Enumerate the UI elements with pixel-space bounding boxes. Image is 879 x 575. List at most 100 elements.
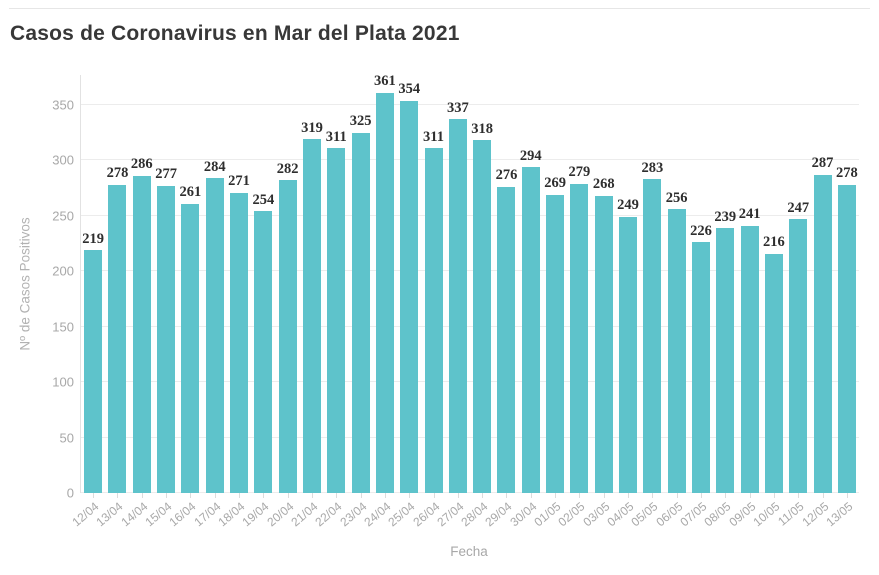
bar-value-label: 219	[82, 230, 105, 247]
bar-28/04	[473, 140, 492, 493]
bar-22/04	[327, 148, 346, 493]
bar-29/04	[497, 186, 516, 493]
x-tick-mark	[384, 493, 386, 498]
plot-area: 0 50 100 150 200 250 300 350 219 12/04 278 13/04 286…	[52, 74, 859, 529]
y-tick-label: 0	[66, 485, 74, 501]
bar-value-label: 271	[228, 173, 250, 190]
bar-value-label: 261	[179, 184, 202, 201]
x-tick-mark	[700, 493, 702, 498]
y-tick-label: 350	[52, 97, 74, 113]
bar-18/04	[230, 192, 249, 493]
bar-value-label: 283	[641, 159, 664, 176]
bar-01/05	[546, 194, 565, 493]
bar-value-label: 239	[714, 208, 737, 225]
x-tick-mark	[117, 493, 119, 498]
x-tick-mark	[93, 493, 95, 498]
bar-value-label: 256	[665, 189, 688, 206]
bar-value-label: 311	[423, 128, 445, 145]
x-tick-mark	[190, 493, 192, 498]
x-tick-label: 11/05	[775, 499, 807, 529]
x-tick-mark	[676, 493, 678, 498]
bar-12/05	[813, 174, 832, 493]
bar-07/05	[691, 242, 710, 493]
bar-value-label: 325	[349, 113, 372, 130]
x-tick-mark	[628, 493, 630, 498]
y-axis-title: Nº de Casos Positivos	[17, 217, 33, 351]
bar-value-label: 241	[738, 206, 761, 223]
bar-value-label: 216	[763, 234, 785, 251]
x-tick-mark	[433, 493, 435, 498]
bar-value-label: 278	[106, 165, 129, 182]
bar-value-label: 268	[592, 176, 615, 193]
gridline	[81, 159, 859, 161]
x-tick-mark	[239, 493, 241, 498]
bar-08/05	[716, 228, 735, 493]
gridline	[81, 270, 859, 272]
x-tick-mark	[725, 493, 727, 498]
bar-04/05	[619, 216, 638, 493]
bar-value-label: 294	[519, 147, 542, 164]
bar-09/05	[740, 225, 759, 493]
bar-10/05	[764, 253, 783, 493]
bar-12/04	[84, 250, 103, 493]
bar-value-label: 249	[617, 197, 639, 214]
x-tick-mark	[336, 493, 338, 498]
x-tick-mark	[822, 493, 824, 498]
bar-17/04	[205, 178, 224, 493]
gridline	[81, 214, 859, 216]
bar-20/04	[278, 180, 297, 493]
x-tick-mark	[409, 493, 411, 498]
bar-11/05	[789, 219, 808, 493]
gridline	[81, 325, 859, 327]
x-tick-mark	[141, 493, 143, 498]
gridline	[81, 436, 859, 438]
x-tick-mark	[749, 493, 751, 498]
bar-03/05	[594, 195, 613, 493]
bar-05/05	[643, 179, 662, 493]
bar-value-label: 337	[446, 99, 469, 116]
bar-value-label: 279	[568, 164, 591, 181]
x-tick-mark	[482, 493, 484, 498]
x-tick-mark	[652, 493, 654, 498]
bar-value-label: 277	[155, 166, 177, 183]
bar-value-label: 319	[301, 119, 323, 136]
top-divider-line	[9, 8, 870, 9]
bar-14/04	[132, 175, 151, 493]
bar-value-label: 226	[690, 222, 712, 239]
bar-06/05	[667, 209, 686, 493]
bar-value-label: 287	[811, 155, 834, 172]
bar-30/04	[521, 167, 540, 493]
bar-15/04	[157, 185, 176, 493]
x-axis-title: Fecha	[450, 544, 488, 559]
bar-24/04	[375, 92, 394, 493]
bar-25/04	[400, 100, 419, 493]
x-tick-mark	[530, 493, 532, 498]
bar-value-label: 269	[544, 175, 566, 192]
bar-23/04	[351, 132, 370, 493]
y-tick-label: 150	[52, 319, 74, 335]
bar-value-label: 318	[471, 120, 494, 137]
bar-value-label: 354	[398, 81, 421, 98]
y-tick-label: 200	[52, 263, 74, 279]
bar-13/05	[837, 184, 856, 493]
bar-value-label: 284	[203, 158, 226, 175]
bar-value-label: 286	[130, 156, 153, 173]
x-tick-mark	[798, 493, 800, 498]
x-tick-label: 13/05	[823, 499, 856, 530]
x-tick-mark	[360, 493, 362, 498]
bar-13/04	[108, 184, 127, 493]
x-tick-mark	[457, 493, 459, 498]
bar-value-label: 254	[252, 191, 275, 208]
y-tick-label: 300	[52, 152, 74, 168]
chart-title: Casos de Coronavirus en Mar del Plata 20…	[10, 22, 460, 45]
y-tick-label: 100	[52, 374, 74, 390]
x-tick-mark	[287, 493, 289, 498]
x-tick-mark	[603, 493, 605, 498]
bar-21/04	[302, 139, 321, 493]
gridline	[81, 103, 859, 105]
bar-value-label: 282	[276, 160, 299, 177]
bar-16/04	[181, 203, 200, 493]
bar-value-label: 276	[495, 167, 518, 184]
bar-value-label: 311	[325, 128, 347, 145]
